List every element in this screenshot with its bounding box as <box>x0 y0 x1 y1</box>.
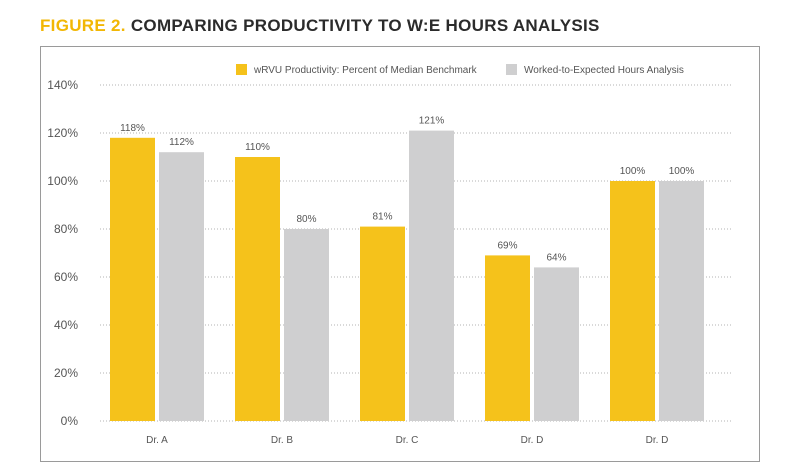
bar-wrvu-productivity <box>110 137 155 422</box>
y-tick-label: 100% <box>47 174 78 188</box>
bar-wrvu-productivity <box>360 226 405 421</box>
y-tick-label: 80% <box>54 222 78 236</box>
data-label: 100% <box>620 166 646 177</box>
data-label: 110% <box>245 142 270 153</box>
data-label: 81% <box>372 212 392 223</box>
legend-label-worked-to-expected-hours: Worked-to-Expected Hours Analysis <box>524 65 684 76</box>
bar-worked-to-expected-hours <box>159 152 204 421</box>
data-label: 121% <box>419 116 445 127</box>
legend-label-wrvu-productivity: wRVU Productivity: Percent of Median Ben… <box>253 65 478 76</box>
y-tick-label: 60% <box>54 270 78 284</box>
y-tick-label: 0% <box>61 414 79 428</box>
y-tick-label: 20% <box>54 366 78 380</box>
x-category-label: Dr. C <box>396 435 419 446</box>
legend-swatch-worked-to-expected-hours <box>506 64 517 75</box>
data-label: 100% <box>669 166 695 177</box>
bar-worked-to-expected-hours <box>659 181 704 421</box>
figure-title-text: COMPARING PRODUCTIVITY TO W:E HOURS ANAL… <box>130 16 600 35</box>
x-category-label: Dr. D <box>646 435 669 446</box>
data-label: 118% <box>120 123 145 134</box>
figure-number: FIGURE 2. <box>40 16 126 35</box>
data-label: 64% <box>546 252 566 263</box>
chart-frame <box>40 46 760 462</box>
x-category-label: Dr. A <box>146 435 168 446</box>
bar-worked-to-expected-hours <box>534 267 579 421</box>
data-label: 80% <box>296 214 316 225</box>
data-label: 69% <box>497 240 517 251</box>
bar-worked-to-expected-hours <box>284 229 329 421</box>
x-category-label: Dr. B <box>271 435 294 446</box>
y-tick-label: 120% <box>47 126 78 140</box>
bar-wrvu-productivity <box>610 181 655 421</box>
data-label: 112% <box>169 137 194 148</box>
y-tick-label: 40% <box>54 318 78 332</box>
bar-wrvu-productivity <box>235 157 280 421</box>
legend-swatch-wrvu-productivity <box>236 64 247 75</box>
y-tick-label: 140% <box>47 78 78 92</box>
figure-title: FIGURE 2. COMPARING PRODUCTIVITY TO W:E … <box>40 16 600 36</box>
bar-worked-to-expected-hours <box>409 130 454 421</box>
bar-wrvu-productivity <box>485 255 530 421</box>
x-category-label: Dr. D <box>521 435 544 446</box>
